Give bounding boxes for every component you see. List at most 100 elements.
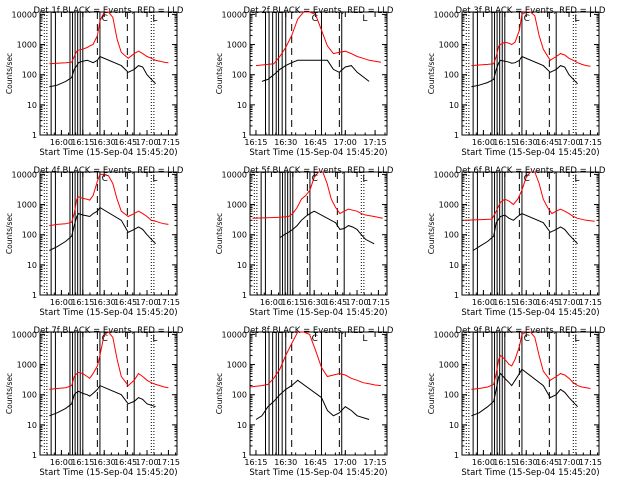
y-tick-label: 100 [444, 391, 459, 400]
lld-series-line [252, 171, 383, 219]
x-axis-label: Start Time (15-Sep-04 15:45:20) [249, 148, 387, 158]
y-tick-label: 10000 [12, 330, 37, 339]
y-tick-label: 1 [242, 451, 247, 460]
events-series-line [49, 206, 156, 251]
y-tick-label: 1 [242, 291, 247, 300]
panel-title: Det 2f BLACK = Events, RED = LLD [244, 6, 394, 16]
marker-label: C [524, 14, 530, 24]
x-tick-label: 16:45 [304, 458, 327, 467]
y-axis-label: Counts/sec [427, 53, 436, 94]
events-series-line [255, 379, 370, 420]
y-tick-label: 1000 [227, 201, 247, 210]
x-tick-label: 17:00 [136, 298, 159, 307]
y-axis-label: Counts/sec [215, 53, 224, 94]
x-tick-label: 16:45 [304, 138, 327, 147]
y-tick-label: 10 [27, 421, 37, 430]
detector-panel-6: 1 10 100 1000 10000 16:0016:1516:3016:4517:00… [427, 166, 606, 318]
y-tick-label: 100 [232, 71, 247, 80]
x-tick-label: 17:15 [579, 138, 602, 147]
marker-label: C [312, 174, 318, 184]
x-tick-label: 17:15 [157, 458, 180, 467]
events-series-line [279, 210, 375, 245]
x-tick-label: 17:00 [558, 298, 581, 307]
marker-label: C [524, 174, 530, 184]
lld-series-line [464, 171, 595, 222]
marker-label: L [362, 14, 367, 24]
x-axis-label: Start Time (15-Sep-04 15:45:20) [39, 308, 177, 318]
x-tick-label: 17:00 [334, 138, 357, 147]
x-tick-label: 16:15 [493, 458, 516, 467]
y-axis-label: Counts/sec [5, 53, 14, 94]
x-axis-label: Start Time (15-Sep-04 15:45:20) [249, 468, 387, 478]
x-tick-label: 17:15 [367, 298, 390, 307]
detector-panel-3: 1 10 100 1000 10000 16:0016:1516:3016:4517:00… [427, 6, 606, 158]
marker-label: L [574, 334, 579, 344]
x-axis-label: Start Time (15-Sep-04 15:45:20) [461, 148, 599, 158]
lld-series-line [49, 173, 169, 227]
x-tick-label: 16:30 [93, 458, 116, 467]
y-tick-label: 1 [454, 451, 459, 460]
y-tick-label: 100 [22, 391, 37, 400]
marker-label: C [312, 14, 318, 24]
y-tick-label: 100 [22, 231, 37, 240]
x-tick-label: 17:15 [157, 138, 180, 147]
x-axis-label: Start Time (15-Sep-04 15:45:20) [39, 468, 177, 478]
y-tick-label: 1000 [439, 361, 459, 370]
y-tick-label: 1000 [17, 201, 37, 210]
lld-series-line [49, 11, 169, 65]
y-tick-label: 1 [454, 131, 459, 140]
lld-series-line [49, 331, 169, 390]
events-series-line [261, 59, 370, 82]
x-tick-label: 16:30 [93, 298, 116, 307]
y-tick-label: 1000 [227, 41, 247, 50]
y-tick-label: 100 [232, 391, 247, 400]
marker-label: C [524, 334, 530, 344]
y-tick-label: 10000 [434, 330, 459, 339]
y-axis-label: Counts/sec [215, 213, 224, 254]
x-axis-label: Start Time (15-Sep-04 15:45:20) [249, 308, 387, 318]
x-tick-label: 16:45 [114, 298, 137, 307]
y-axis-label: Counts/sec [427, 373, 436, 414]
plot-frame [249, 331, 388, 456]
x-tick-label: 16:00 [50, 138, 73, 147]
y-tick-label: 10 [449, 101, 459, 110]
y-tick-label: 1000 [227, 361, 247, 370]
x-tick-label: 16:45 [536, 298, 559, 307]
x-tick-label: 17:00 [136, 138, 159, 147]
y-tick-label: 10000 [12, 10, 37, 19]
x-tick-label: 17:00 [334, 458, 357, 467]
x-tick-label: 16:15 [493, 298, 516, 307]
x-tick-label: 16:45 [114, 138, 137, 147]
lld-series-line [255, 11, 382, 67]
x-tick-label: 16:45 [536, 458, 559, 467]
y-tick-label: 10000 [434, 170, 459, 179]
x-tick-label: 17:00 [136, 458, 159, 467]
y-tick-label: 10 [237, 261, 247, 270]
y-tick-label: 10000 [222, 330, 247, 339]
panel-title: Det 4f BLACK = Events, RED = LLD [34, 166, 184, 176]
marker-label: L [152, 174, 157, 184]
y-axis-label: Counts/sec [5, 213, 14, 254]
events-series-line [472, 213, 578, 251]
marker-label: L [152, 334, 157, 344]
x-axis-label: Start Time (15-Sep-04 15:45:20) [461, 308, 599, 318]
x-tick-label: 16:30 [303, 298, 326, 307]
x-tick-label: 17:15 [579, 458, 602, 467]
y-tick-label: 1 [32, 451, 37, 460]
y-tick-label: 100 [444, 231, 459, 240]
y-tick-label: 10 [449, 421, 459, 430]
detector-panel-9: 1 10 100 1000 10000 16:0016:1516:3016:4517:00… [427, 326, 606, 478]
y-tick-label: 1 [242, 131, 247, 140]
y-tick-label: 100 [232, 231, 247, 240]
marker-label: C [102, 334, 108, 344]
x-tick-label: 16:00 [472, 458, 495, 467]
y-tick-label: 10000 [222, 170, 247, 179]
x-tick-label: 17:15 [364, 138, 387, 147]
detector-panel-2: 1 10 100 1000 10000 16:15 16:30 16:45 17:00 17:15… [215, 6, 394, 158]
events-series-line [49, 384, 156, 417]
panel-title: Det 5f BLACK = Events, RED = LLD [244, 166, 394, 176]
y-tick-label: 1000 [439, 41, 459, 50]
x-tick-label: 16:45 [324, 298, 347, 307]
x-tick-label: 16:15 [281, 298, 304, 307]
